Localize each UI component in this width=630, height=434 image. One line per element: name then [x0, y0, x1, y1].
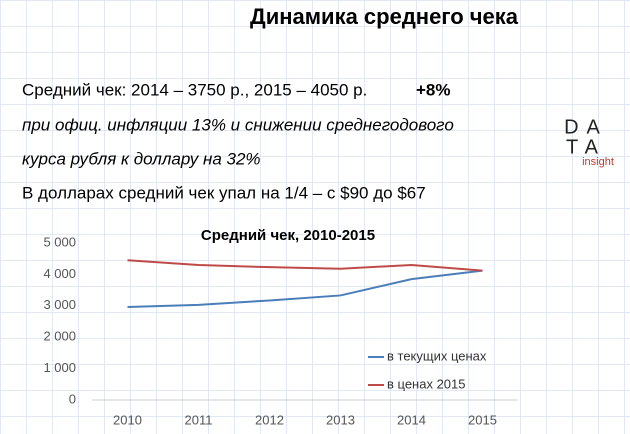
- chart-title: Средний чек, 2010-2015: [201, 227, 375, 244]
- x-tick-label: 2015: [468, 412, 497, 427]
- text-line: Средний чек: 2014 – 3750 р., 2015 – 4050…: [22, 80, 367, 99]
- y-tick-label: 5 000: [43, 234, 76, 249]
- x-tick-label: 2011: [185, 412, 213, 427]
- x-tick-label: 2010: [113, 412, 142, 427]
- text-line: при офиц. инфляции 13% и снижении средне…: [22, 115, 454, 134]
- legend-label: в ценах 2015: [387, 376, 466, 391]
- y-tick-label: 2 000: [43, 329, 76, 344]
- text-line: курса рубля к доллару на 32%: [22, 149, 261, 168]
- logo: TA: [566, 136, 606, 158]
- text-line: В долларах средний чек упал на 1/4 – с $…: [22, 183, 426, 202]
- x-tick-label: 2014: [397, 412, 426, 427]
- legend-label: в текущих ценах: [387, 348, 487, 363]
- logo: DA: [564, 116, 608, 138]
- y-tick-label: 3 000: [43, 297, 76, 312]
- slide-title: Динамика среднего чека: [250, 4, 519, 29]
- x-tick-label: 2013: [326, 412, 355, 427]
- series-line: [127, 269, 483, 309]
- text-highlight: +8%: [416, 80, 451, 99]
- y-tick-label: 1 000: [43, 360, 76, 375]
- y-tick-label: 4 000: [43, 266, 76, 281]
- series-line: [127, 259, 483, 272]
- y-tick-label: 0: [69, 391, 76, 406]
- x-tick-label: 2012: [255, 412, 284, 427]
- logo-sub: insight: [582, 156, 614, 168]
